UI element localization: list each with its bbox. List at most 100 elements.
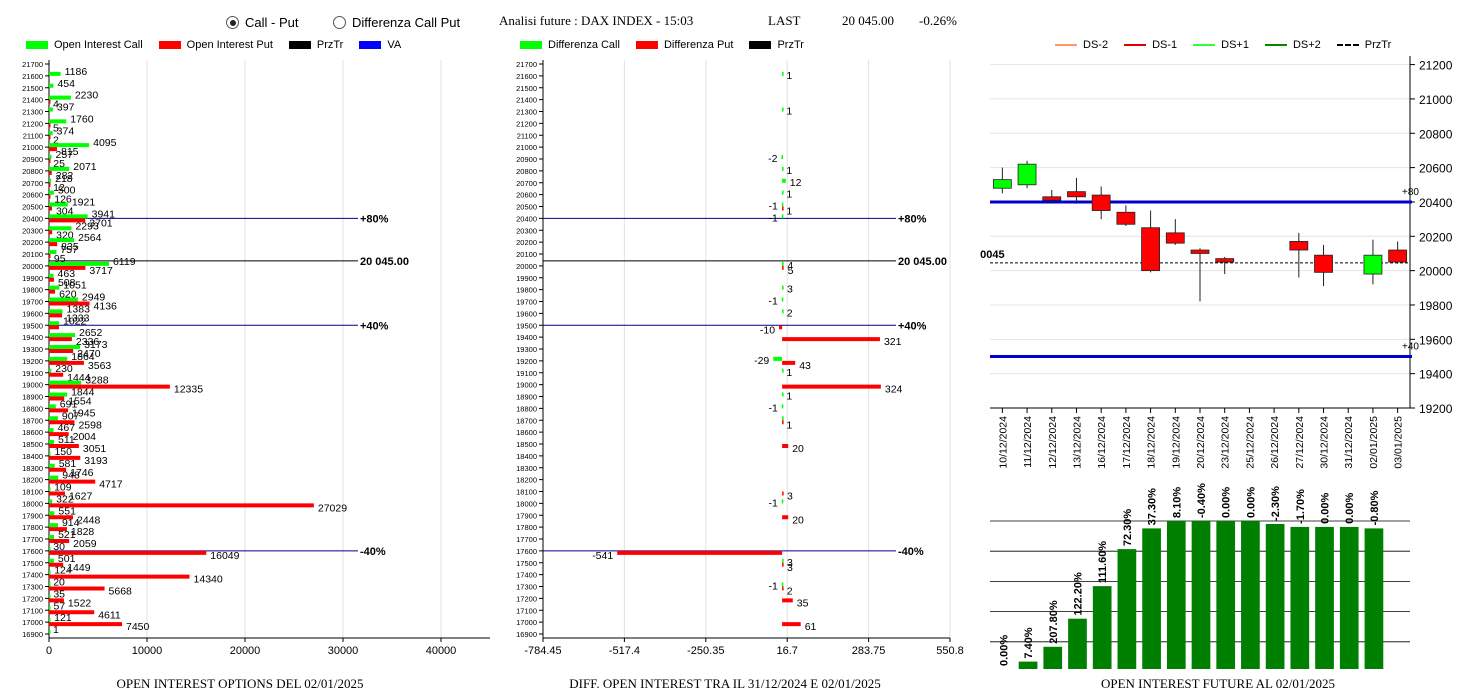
call-value-label: 230: [55, 363, 73, 375]
x-tick-label: -250.35: [687, 645, 724, 657]
legend-left: Open Interest Call Open Interest Put PrzTr…: [26, 39, 417, 51]
strike-label: 20300: [22, 226, 43, 235]
date-label: 03/01/2025: [1393, 416, 1405, 469]
call-bar: [781, 297, 784, 302]
call-value-label: -1: [768, 201, 777, 213]
call-bar: [49, 166, 70, 171]
put-value-label: 2336: [76, 336, 100, 348]
call-bar: [49, 214, 88, 219]
put-bar: [49, 242, 58, 247]
call-bar: [782, 416, 784, 421]
put-bar: [49, 194, 51, 199]
future-value-label: 0.00%: [998, 635, 1010, 666]
strike-label: 21100: [517, 131, 537, 140]
put-bar: [49, 396, 65, 401]
put-value-label: 20: [792, 514, 804, 526]
call-bar: [49, 594, 51, 599]
strike-label: 19300: [22, 345, 43, 354]
strike-label: 17300: [22, 583, 43, 592]
candle-body: [1141, 227, 1160, 272]
strike-label: 19800: [22, 286, 43, 295]
date-label: 13/12/2024: [1071, 416, 1083, 469]
call-value-label: 30: [53, 541, 65, 553]
date-label: 10/12/2024: [997, 416, 1009, 469]
y-tick-label: 19200: [1419, 402, 1453, 416]
call-value-label: 3941: [92, 208, 116, 220]
call-bar: [782, 190, 784, 195]
strike-label: 17800: [516, 523, 537, 532]
strike-label: 20000: [22, 262, 43, 271]
call-value-label: 1: [786, 106, 792, 118]
call-value-label: 1760: [70, 113, 94, 125]
put-value-label: -541: [592, 550, 613, 562]
call-bar: [49, 558, 54, 563]
strike-label: 17400: [22, 571, 43, 580]
call-bar: [782, 261, 784, 266]
call-bar: [49, 630, 51, 634]
change-value: -0.26%: [919, 13, 957, 28]
call-value-label: 35: [53, 588, 65, 600]
put-value-label: 1945: [72, 407, 96, 419]
caption-left: OPEN INTEREST OPTIONS DEL 02/01/2025: [116, 676, 364, 691]
call-bar: [49, 119, 67, 124]
put-value-label: 815: [61, 146, 79, 158]
strike-label: 16900: [22, 630, 43, 639]
future-value-label: 72.30%: [1122, 509, 1134, 547]
put-bar: [49, 218, 86, 223]
x-tick-label: 550.8: [936, 645, 964, 657]
call-value-label: 3288: [85, 375, 109, 387]
strike-label: 19000: [516, 381, 537, 390]
candle-body: [1067, 191, 1086, 198]
put-bar: [782, 622, 801, 627]
call-bar: [49, 155, 52, 159]
put-value-label: 4611: [98, 609, 121, 621]
call-value-label: 109: [54, 482, 72, 494]
last-label: LAST: [768, 13, 801, 28]
reference-label: 20 045.00: [898, 256, 947, 268]
strike-label: 18100: [22, 488, 43, 497]
legend-right-swatch: [1193, 44, 1216, 46]
strike-label: 19700: [22, 298, 43, 307]
call-value-label: 501: [58, 553, 76, 565]
strike-label: 20300: [516, 226, 537, 235]
put-bar: [782, 265, 784, 270]
caption-right: OPEN INTEREST FUTURE AL 02/01/2025: [1100, 676, 1335, 691]
call-value-label: 691: [60, 398, 78, 410]
future-value-label: 7.40%: [1023, 627, 1035, 658]
future-value-label: -2.30%: [1270, 486, 1282, 521]
strike-label: 19200: [516, 357, 537, 366]
legend-left-item: PrzTr: [288, 39, 343, 51]
date-label: 18/12/2024: [1146, 416, 1158, 469]
y-tick-label: 19800: [1419, 299, 1453, 313]
strike-label: 20100: [22, 250, 43, 259]
date-label: 11/12/2024: [1022, 416, 1034, 468]
put-value-label: 3051: [83, 443, 107, 455]
strike-label: 18500: [516, 440, 537, 449]
call-bar: [49, 499, 53, 504]
caption-middle: DIFF. OPEN INTEREST TRA IL 31/12/2024 E …: [569, 676, 881, 691]
x-tick-label: 0: [46, 645, 52, 657]
legend-left-label: VA: [387, 39, 402, 51]
radio-call-put[interactable]: Call - Put: [226, 15, 298, 30]
strike-label: 17000: [22, 618, 43, 627]
put-bar: [49, 467, 67, 472]
reference-label: 20 045.00: [360, 256, 409, 268]
call-bar: [782, 309, 784, 314]
put-value-label: 95: [54, 253, 66, 265]
radio-diff-call-put[interactable]: Differenza Call Put: [333, 15, 460, 30]
y-tick-label: 20800: [1419, 127, 1453, 141]
put-value-label: 16049: [210, 550, 239, 562]
call-bar: [49, 309, 63, 314]
put-bar: [782, 562, 784, 567]
call-value-label: 3: [787, 557, 793, 569]
call-value-label: 454: [57, 78, 75, 90]
candle-body: [1017, 163, 1037, 186]
strike-label: 18200: [516, 476, 537, 485]
put-value-label: 3193: [84, 455, 108, 467]
call-value-label: 757: [60, 244, 78, 256]
call-value-label: 4095: [93, 137, 117, 149]
call-bar: [49, 523, 58, 528]
legend-middle-label: PrzTr: [777, 39, 804, 51]
strike-label: 17900: [516, 511, 537, 520]
strike-label: 17400: [516, 571, 537, 580]
